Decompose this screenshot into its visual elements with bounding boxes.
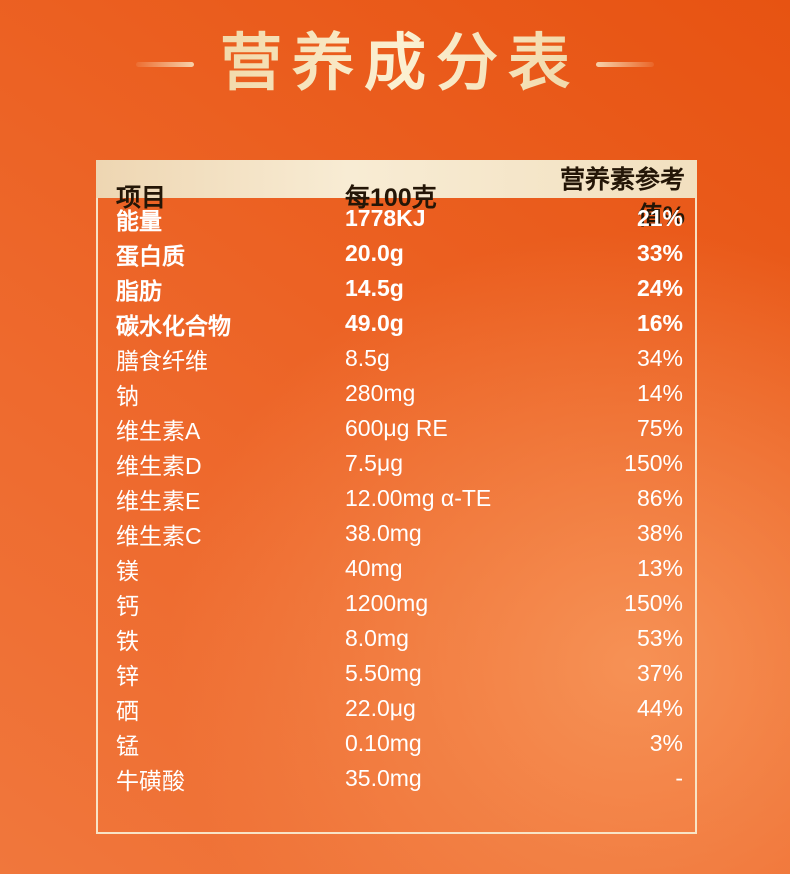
table-row: 锌 5.50mg 37% xyxy=(98,656,695,691)
nutrient-amount: 0.10mg xyxy=(345,730,422,756)
nutrient-name: 碳水化合物 xyxy=(116,312,231,339)
nutrient-amount: 20.0g xyxy=(345,240,404,266)
nutrient-amount: 35.0mg xyxy=(345,765,422,791)
table-body: 能量 1778KJ 21% 蛋白质 20.0g 33% 脂肪 14.5g 24%… xyxy=(96,198,697,834)
header-item: 项目 xyxy=(116,184,167,212)
nutrient-name: 锌 xyxy=(116,662,139,689)
nutrition-table: 项目 每100克 营养素参考值% 能量 1778KJ 21% 蛋白质 20.0g… xyxy=(96,160,697,834)
table-row: 能量 1778KJ 21% xyxy=(98,201,695,236)
nutrient-amount: 8.5g xyxy=(345,345,390,371)
table-row: 碳水化合物 49.0g 16% xyxy=(98,306,695,341)
nutrient-amount: 280mg xyxy=(345,380,416,406)
nutrient-name: 能量 xyxy=(116,207,162,234)
nutrient-amount: 1200mg xyxy=(345,590,429,616)
nutrient-amount: 14.5g xyxy=(345,275,404,301)
nutrient-amount: 49.0g xyxy=(345,310,404,336)
nutrient-name: 牛磺酸 xyxy=(116,767,185,794)
table-header-row: 项目 每100克 营养素参考值% xyxy=(96,160,697,230)
nutrient-name: 维生素D xyxy=(116,452,202,479)
nutrient-nrv-value: - xyxy=(675,765,683,791)
nutrient-name: 钠 xyxy=(116,382,139,409)
nutrient-amount: 1778KJ xyxy=(345,205,426,231)
header-per-100g: 每100克 xyxy=(345,184,437,212)
nutrient-nrv-value: 86% xyxy=(636,485,683,511)
nutrient-nrv-value: 21% xyxy=(636,205,683,231)
nutrient-amount: 12.00mg α-TE xyxy=(345,485,492,511)
nutrient-nrv-value: 44% xyxy=(636,695,683,721)
table-row: 镁 40mg 13% xyxy=(98,551,695,586)
table-row: 铁 8.0mg 53% xyxy=(98,621,695,656)
table-row: 锰 0.10mg 3% xyxy=(98,726,695,761)
title-dash-right xyxy=(596,61,654,67)
nutrient-name: 镁 xyxy=(116,557,139,584)
nutrient-nrv-value: 24% xyxy=(636,275,683,301)
nutrient-amount: 40mg xyxy=(345,555,403,581)
table-row: 硒 22.0μg 44% xyxy=(98,691,695,726)
nutrient-nrv-value: 16% xyxy=(636,310,683,336)
table-row: 脂肪 14.5g 24% xyxy=(98,271,695,306)
nutrient-amount: 8.0mg xyxy=(345,625,409,651)
table-row: 钙 1200mg 150% xyxy=(98,586,695,621)
nutrient-nrv-value: 3% xyxy=(649,730,683,756)
nutrient-nrv-value: 38% xyxy=(636,520,683,546)
nutrient-name: 锰 xyxy=(116,732,139,759)
table-row: 蛋白质 20.0g 33% xyxy=(98,236,695,271)
nutrient-name: 蛋白质 xyxy=(116,242,185,269)
nutrition-label-page: 营养成分表 项目 每100克 营养素参考值% 能量 1778KJ 21% 蛋白质… xyxy=(0,0,790,834)
nutrient-amount: 38.0mg xyxy=(345,520,422,546)
table-row: 牛磺酸 35.0mg - xyxy=(98,761,695,796)
nutrient-nrv-value: 37% xyxy=(636,660,683,686)
nutrient-name: 铁 xyxy=(116,627,139,654)
nutrient-amount: 22.0μg xyxy=(345,695,416,721)
nutrient-amount: 5.50mg xyxy=(345,660,422,686)
nutrient-name: 维生素E xyxy=(116,487,201,514)
nutrient-name: 硒 xyxy=(116,697,139,724)
nutrient-nrv-value: 75% xyxy=(636,415,683,441)
nutrient-name: 脂肪 xyxy=(116,277,162,304)
nutrient-name: 维生素C xyxy=(116,522,202,549)
nutrient-nrv-value: 53% xyxy=(636,625,683,651)
table-row: 维生素D 7.5μg 150% xyxy=(98,446,695,481)
nutrient-nrv-value: 13% xyxy=(636,555,683,581)
table-row: 膳食纤维 8.5g 34% xyxy=(98,341,695,376)
nutrient-nrv-value: 34% xyxy=(636,345,683,371)
nutrient-nrv-value: 150% xyxy=(624,450,683,476)
nutrient-name: 维生素A xyxy=(116,417,201,444)
nutrient-name: 膳食纤维 xyxy=(116,347,208,374)
table-row: 维生素C 38.0mg 38% xyxy=(98,516,695,551)
table-row: 维生素E 12.00mg α-TE 86% xyxy=(98,481,695,516)
nutrient-nrv-value: 33% xyxy=(636,240,683,266)
page-title: 营养成分表 xyxy=(210,30,580,98)
header-nrv-percent: 营养素参考值% xyxy=(559,166,685,230)
title-banner: 营养成分表 xyxy=(0,0,790,100)
nutrient-nrv-value: 14% xyxy=(636,380,683,406)
table-row: 维生素A 600μg RE 75% xyxy=(98,411,695,446)
nutrient-amount: 600μg RE xyxy=(345,415,448,441)
title-dash-left xyxy=(135,61,194,67)
nutrient-amount: 7.5μg xyxy=(345,450,404,476)
table-row: 钠 280mg 14% xyxy=(98,376,695,411)
nutrient-name: 钙 xyxy=(116,592,139,619)
nutrient-nrv-value: 150% xyxy=(624,590,683,616)
